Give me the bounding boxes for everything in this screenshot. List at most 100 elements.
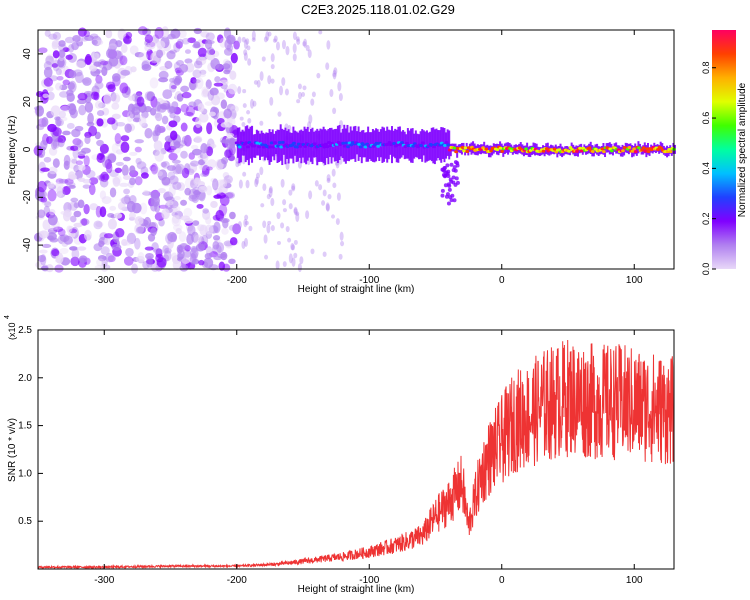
spectrogram-cell: [244, 220, 249, 226]
spectrogram-peak-cell: [344, 141, 349, 145]
spectrogram-cell: [262, 220, 267, 229]
spectrogram-peak-cell: [463, 146, 468, 150]
spectrogram-cell: [75, 160, 84, 166]
spectrogram-cell: [43, 77, 53, 87]
snr-x-axis-label: Height of straight line (km): [298, 584, 415, 595]
spectrogram-cell: [99, 190, 107, 200]
spectrogram-cell: [181, 91, 192, 99]
spectrogram-cell: [150, 163, 158, 175]
spectrogram-cell: [301, 92, 306, 98]
spectrogram-cell: [82, 77, 92, 86]
spectrogram-cell: [272, 38, 277, 43]
spectrogram-cell: [107, 84, 116, 93]
spectrogram-cell: [280, 178, 285, 188]
spectrogram-cell: [173, 61, 181, 71]
spectrogram-cell: [100, 60, 109, 66]
spectrogram-cell: [78, 104, 87, 116]
spectrogram-cell: [202, 88, 209, 97]
spectrogram-cell: [96, 118, 104, 127]
spectrogram-cell: [161, 176, 171, 186]
spectrogram-cell: [333, 67, 338, 75]
spectrogram-cell: [253, 80, 258, 85]
spectrogram-peak-cell: [325, 145, 330, 149]
spectrogram-cell: [255, 172, 260, 179]
spectrogram-cell: [122, 110, 131, 118]
spectrogram-cell: [35, 105, 45, 117]
spectrogram-cell: [222, 63, 231, 70]
spectrogram-cell: [61, 185, 71, 196]
spectrogram-peak-cell: [602, 150, 607, 154]
spectrogram-cell: [134, 51, 144, 58]
spectrogram-cell: [123, 35, 132, 45]
spectrogram-cell: [204, 224, 214, 235]
spectrogram-cell: [305, 44, 310, 52]
spectrogram-cell: [121, 238, 128, 247]
spectrogram-cell: [167, 171, 176, 181]
spectrogram-cell: [223, 48, 233, 56]
spectrogram-peak-cell: [627, 145, 632, 149]
spectrogram-cell: [48, 166, 58, 175]
snr-x-tick-label: -200: [227, 575, 247, 586]
spectrogram-cell: [183, 111, 194, 117]
spectrogram-peak-cell: [656, 147, 661, 151]
spectrogram-cell: [224, 149, 232, 158]
spectrogram-cell: [187, 224, 196, 236]
spectrogram-cell: [325, 203, 330, 212]
spectrogram-cell: [56, 76, 64, 81]
spectrogram-cell: [242, 89, 247, 94]
spectrogram-cell: [242, 103, 247, 109]
spectrogram-cell: [156, 49, 164, 59]
spectrogram-y-tick-label: -40: [22, 237, 33, 252]
spectrogram-cell: [212, 178, 219, 191]
spectrogram-cell: [201, 165, 210, 176]
spectrogram-cell: [293, 252, 298, 259]
spectrogram-cell: [169, 130, 178, 141]
spectrogram-cell: [51, 63, 59, 68]
spectrogram-cell: [293, 206, 298, 216]
colorbar-tick-label: 0.2: [701, 212, 711, 225]
spectrogram-cell: [43, 66, 53, 79]
spectrogram-peak-cell: [498, 146, 503, 150]
spectrogram-cell: [68, 174, 77, 180]
spectrogram-peak-cell: [411, 144, 416, 148]
spectrogram-cell: [46, 86, 54, 92]
spectrogram-cell: [270, 78, 275, 84]
spectrogram-cell: [137, 26, 148, 36]
spectrogram-cell: [87, 112, 94, 125]
spectrogram-peak-cell: [271, 145, 276, 149]
spectrogram-cell: [446, 173, 451, 178]
spectrogram-cell: [63, 209, 72, 218]
spectrogram-peak-cell: [446, 143, 451, 147]
spectrogram-cell: [216, 34, 224, 44]
spectrogram-x-tick-label: -100: [359, 275, 379, 286]
spectrogram-cell: [78, 150, 87, 156]
spectrogram-cell: [129, 177, 136, 186]
spectrogram-cell: [83, 30, 91, 38]
spectrogram-cell: [213, 255, 223, 261]
spectrogram-cell: [183, 218, 194, 224]
spectrogram-cell: [230, 105, 239, 113]
spectrogram-cell: [127, 95, 135, 101]
spectrogram-cell: [276, 212, 281, 220]
spectrogram-cell: [175, 41, 183, 49]
spectrogram-cell: [126, 232, 137, 245]
spectrogram-cell: [295, 211, 300, 216]
spectrogram-cell: [245, 179, 250, 189]
spectrogram-cell: [293, 239, 298, 246]
spectrogram-peak-cell: [465, 149, 470, 153]
spectrogram-cell: [241, 36, 246, 43]
spectrogram-cell: [237, 86, 242, 95]
spectrogram-cell: [115, 122, 126, 127]
spectrogram-cell: [75, 169, 83, 180]
spectrogram-cell: [218, 261, 226, 271]
spectrogram-cell: [95, 221, 104, 228]
snr-y-scale-factor: (x10 4: [4, 315, 17, 340]
spectrogram-cell: [243, 52, 248, 61]
spectrogram-cell: [292, 43, 297, 54]
spectrogram-cell: [98, 240, 105, 248]
spectrogram-cell: [295, 36, 300, 42]
spectrogram-peak-cell: [357, 142, 362, 146]
spectrogram-cell: [449, 198, 454, 203]
spectrogram-cell: [41, 264, 49, 272]
spectrogram-peak-cell: [575, 149, 580, 153]
